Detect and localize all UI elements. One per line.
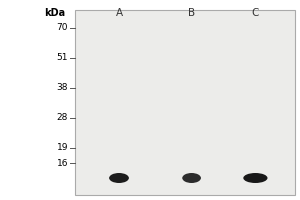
Text: A: A [116,8,123,18]
Text: 51: 51 [56,53,68,62]
Text: 38: 38 [56,84,68,92]
Bar [75,10,295,195]
Text: 70: 70 [56,23,68,32]
Ellipse shape [182,173,201,183]
Text: B: B [188,8,195,18]
Text: 28: 28 [57,114,68,122]
Text: 16: 16 [56,158,68,168]
Text: C: C [252,8,259,18]
Ellipse shape [109,173,129,183]
Text: 19: 19 [56,144,68,152]
Ellipse shape [243,173,268,183]
Text: kDa: kDa [44,8,65,18]
